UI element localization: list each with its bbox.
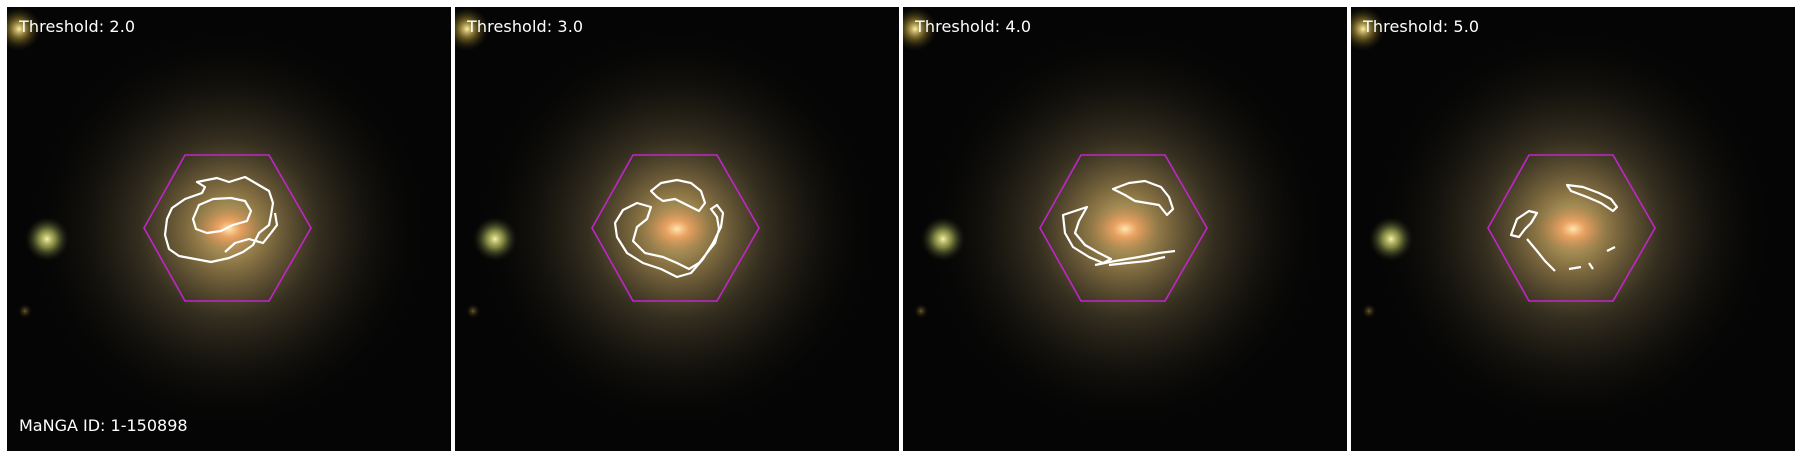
galaxy-image [1351, 7, 1795, 451]
contour-lines [1061, 179, 1176, 267]
galaxy-id-label: MaNGA ID: 1-150898 [19, 416, 188, 435]
panel-threshold-4: Threshold: 5.0 [1351, 7, 1795, 451]
threshold-label: Threshold: 2.0 [19, 17, 136, 36]
galaxy-image [7, 7, 451, 451]
panel-threshold-3: Threshold: 4.0 [903, 7, 1347, 451]
ifu-hexagon [1039, 154, 1208, 302]
threshold-label: Threshold: 5.0 [1363, 17, 1480, 36]
contour-lines [163, 175, 279, 264]
panel-threshold-2: Threshold: 3.0 [455, 7, 899, 451]
ifu-hexagon [1487, 154, 1656, 302]
galaxy-image [455, 7, 899, 451]
contour-lines [613, 178, 725, 279]
contour-lines [1509, 183, 1619, 272]
panel-threshold-1: Threshold: 2.0 MaNGA ID: 1-150898 [7, 7, 451, 451]
ifu-hexagon [143, 154, 312, 302]
ifu-hexagon [591, 154, 760, 302]
threshold-label: Threshold: 4.0 [915, 17, 1032, 36]
galaxy-image [903, 7, 1347, 451]
threshold-label: Threshold: 3.0 [467, 17, 584, 36]
